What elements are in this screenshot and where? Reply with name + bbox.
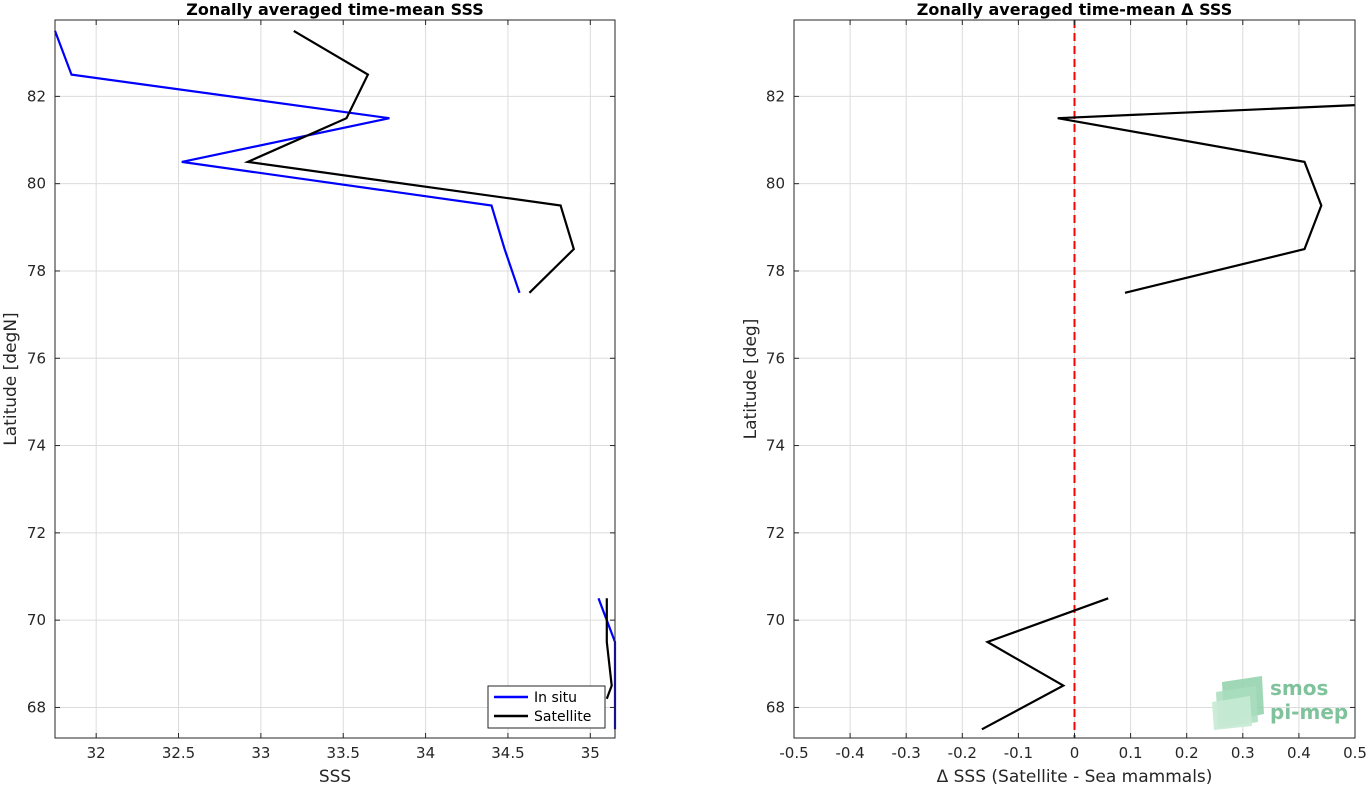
y-tick-label: 82 xyxy=(766,87,785,105)
y-tick-label: 72 xyxy=(27,524,46,542)
y-tick-label: 78 xyxy=(766,262,785,280)
x-axis-label: SSS xyxy=(319,767,351,787)
x-tick-label: -0.5 xyxy=(779,744,808,762)
series-1-line-segment-1 xyxy=(605,598,613,700)
chart-title: Zonally averaged time-mean SSS xyxy=(186,0,484,19)
y-tick-label: 76 xyxy=(27,349,46,367)
y-tick-label: 74 xyxy=(27,437,46,455)
y-axis-label: Latitude [degN] xyxy=(1,312,21,445)
legend-label-satellite: Satellite xyxy=(534,709,591,725)
x-tick-label: -0.3 xyxy=(892,744,921,762)
series-1-line-segment-0 xyxy=(243,29,576,294)
x-tick-label: 0.4 xyxy=(1287,744,1311,762)
x-tick-label: 0.3 xyxy=(1231,744,1255,762)
x-axis-label: Δ SSS (Satellite - Sea mammals) xyxy=(937,767,1213,787)
y-tick-label: 82 xyxy=(27,87,46,105)
panel-delta-sss: -0.5 -0.4 -0.3 -0.2 -0.1 0 0.1 0.2 0.3 0.4 0.5 68 70… xyxy=(741,0,1367,787)
x-tick-label: 0.2 xyxy=(1175,744,1199,762)
x-tick-label: -0.1 xyxy=(1004,744,1033,762)
x-tick-label: 34.5 xyxy=(491,744,524,762)
x-tick-label: 32.5 xyxy=(162,744,195,762)
x-tick-label: 32 xyxy=(87,744,106,762)
x-tick-label: 33.5 xyxy=(327,744,360,762)
series-0-line-segment-0 xyxy=(53,30,521,294)
x-tick-label: 0 xyxy=(1070,744,1080,762)
chart-title: Zonally averaged time-mean Δ SSS xyxy=(917,0,1233,19)
panel-sss: 32 32.5 33 33.5 34 34.5 35 68 70 72 74 76 78 80 82 Zona… xyxy=(1,0,617,787)
y-tick-label: 72 xyxy=(766,524,785,542)
legend: In situ Satellite xyxy=(487,685,606,729)
legend-label-in-situ: In situ xyxy=(534,690,577,706)
x-tick-label: -0.4 xyxy=(835,744,864,762)
y-tick-label: 80 xyxy=(27,175,46,193)
y-tick-label: 76 xyxy=(766,349,785,367)
smos-pi-mep-logo: smos pi-mep xyxy=(1212,676,1348,730)
x-tick-label: -0.2 xyxy=(948,744,977,762)
x-tick-label: 0.1 xyxy=(1119,744,1143,762)
x-tick-label: 35 xyxy=(581,744,600,762)
logo-text-pi-mep: pi-mep xyxy=(1270,700,1348,724)
series-0-line-segment-1 xyxy=(981,597,1109,731)
plot-area xyxy=(55,20,615,738)
y-tick-label: 70 xyxy=(766,611,785,629)
series-0-line-segment-0 xyxy=(1057,104,1356,294)
axes-frame xyxy=(54,19,616,739)
y-tick-label: 74 xyxy=(766,437,785,455)
logo-text-smos: smos xyxy=(1270,676,1328,700)
y-tick-label: 78 xyxy=(27,262,46,280)
y-tick-label: 80 xyxy=(766,175,785,193)
x-tick-label: 0.5 xyxy=(1343,744,1367,762)
x-tick-label: 34 xyxy=(416,744,435,762)
y-tick-label: 70 xyxy=(27,611,46,629)
y-axis-label: Latitude [deg] xyxy=(741,319,761,440)
y-tick-label: 68 xyxy=(766,698,785,716)
x-tick-label: 33 xyxy=(251,744,270,762)
y-tick-label: 68 xyxy=(27,698,46,716)
